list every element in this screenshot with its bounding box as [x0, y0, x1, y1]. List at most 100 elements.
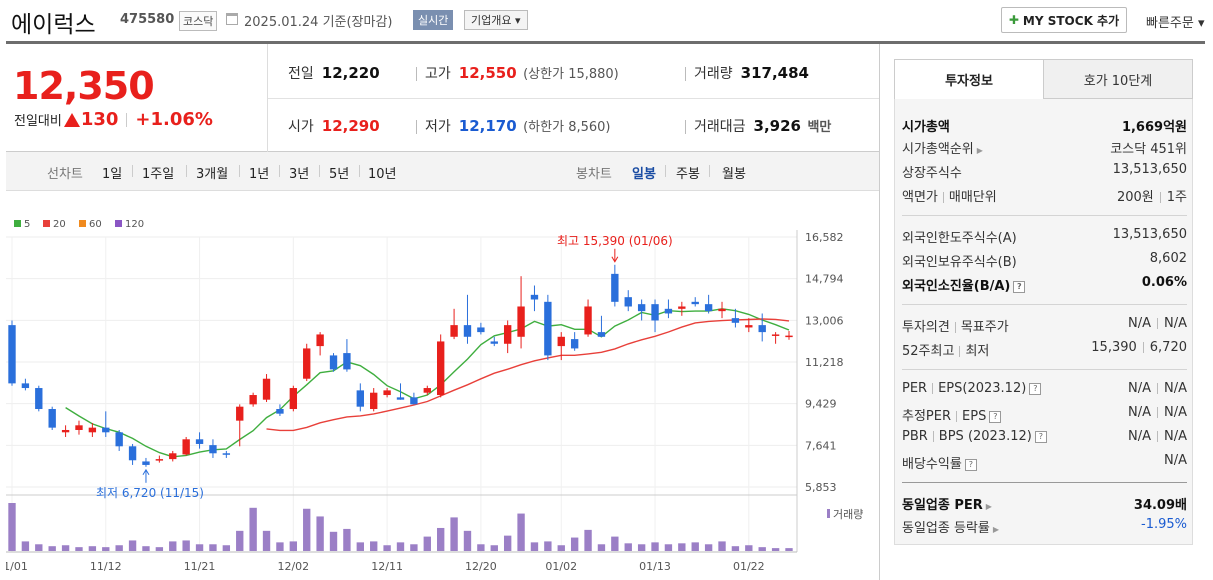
candle-body	[597, 332, 606, 337]
foreign-hold-value: 8,602	[1149, 251, 1187, 266]
volume-bar	[637, 544, 646, 551]
listed-shares-row: 상장주식수 13,513,650	[902, 162, 1187, 182]
change-separator	[126, 112, 128, 127]
open-value: 12,290	[321, 117, 380, 135]
volume-bar	[182, 540, 190, 551]
candle-body	[262, 378, 271, 400]
period-daily[interactable]: 일봉	[632, 167, 656, 182]
help-icon[interactable]: ?	[1013, 280, 1026, 293]
volume-bar	[517, 513, 525, 551]
candle-body	[35, 388, 43, 410]
volume-bar	[276, 542, 284, 551]
per-value: N/A	[1128, 381, 1151, 396]
section-divider	[902, 369, 1187, 370]
foreign-ratio-row: 외국인소진율(B/A)? 0.06%	[902, 275, 1187, 295]
tab-order-book[interactable]: 호가 10단계	[1043, 59, 1193, 99]
candle-body	[731, 318, 740, 323]
volume-bar	[597, 544, 606, 551]
candle-body	[383, 390, 391, 396]
volume-bar	[557, 545, 565, 551]
volume-bar	[236, 530, 244, 551]
prev-close-value: 12,220	[321, 64, 380, 82]
candle-body	[624, 297, 632, 307]
period-separator	[186, 165, 187, 177]
legend-label: 60	[89, 219, 102, 230]
legend-label: 20	[53, 219, 66, 230]
quick-order-dropdown[interactable]: 빠른주문 ▾	[1146, 16, 1205, 31]
candle-body	[61, 429, 70, 433]
volume-bar	[383, 545, 391, 551]
foreign-limit-row: 외국인한도주식수(A) 13,513,650	[902, 227, 1187, 247]
period-10y[interactable]: 10년	[368, 167, 397, 182]
candle-body	[678, 306, 686, 309]
volume-bar	[35, 544, 43, 551]
industry-per-row: 동일업종 PER ▶ 34.09배	[902, 494, 1187, 514]
volume-bar	[102, 547, 110, 551]
per-label: PER	[902, 381, 928, 396]
candle-body	[785, 335, 793, 338]
volume-bar	[691, 542, 699, 551]
candle-body	[21, 383, 30, 389]
market-cap-value: 1,669억원	[1121, 120, 1187, 135]
candle-body	[236, 406, 244, 421]
candle-body	[88, 427, 97, 433]
cell-separator	[416, 67, 417, 81]
dividend-label: 배당수익률	[902, 457, 962, 472]
high-cell: 고가 12,550 (상한가 15,880)	[416, 63, 619, 83]
candle-body	[463, 325, 472, 337]
market-cap-rank-label[interactable]: 시가총액순위	[902, 142, 974, 157]
candle-body	[664, 308, 673, 314]
industry-rate-label[interactable]: 동일업종 등락률	[902, 521, 990, 536]
period-1y[interactable]: 1년	[249, 167, 270, 182]
period-1d[interactable]: 1일	[102, 167, 123, 182]
volume-bar	[155, 547, 164, 551]
week52-high-label: 52주최고	[902, 344, 955, 359]
week52-low-label: 최저	[965, 344, 990, 359]
par-value-value: 200원	[1116, 190, 1154, 205]
volume-bar	[785, 548, 793, 551]
company-overview-dropdown[interactable]: 기업개요 ▾	[464, 10, 528, 30]
foreign-ratio-label: 외국인소진율(B/A)	[902, 279, 1011, 294]
realtime-button[interactable]: 실시간	[413, 10, 454, 30]
info-body: 시가총액 1,669억원 시가총액순위 ▶ 코스닥 451위 상장주식수 13,5…	[894, 99, 1193, 545]
volume-bar	[142, 546, 150, 551]
candle-body	[356, 390, 364, 407]
low-label: 저가	[425, 119, 451, 135]
volume-value: 317,484	[740, 64, 809, 82]
volume-bar	[450, 517, 458, 551]
candle-body	[128, 446, 137, 461]
stock-chart[interactable]: 5 20 60 120 16,582 14,794 13,006 11,218 9,429 7,6…	[6, 210, 880, 580]
candle-body	[611, 273, 619, 302]
period-5y[interactable]: 5년	[329, 167, 350, 182]
volume-bar	[477, 544, 485, 551]
help-icon[interactable]: ?	[1034, 430, 1047, 443]
period-1w[interactable]: 1주일	[142, 167, 175, 182]
candle-body	[437, 341, 445, 396]
industry-per-label[interactable]: 동일업종 PER	[902, 498, 983, 513]
help-icon[interactable]: ?	[989, 410, 1002, 423]
tab-investment-info[interactable]: 투자정보	[894, 59, 1044, 99]
period-weekly[interactable]: 주봉	[676, 167, 700, 182]
help-icon[interactable]: ?	[964, 458, 977, 471]
candle-body	[410, 397, 418, 405]
industry-per-value: 34.09배	[1133, 498, 1187, 513]
period-3m[interactable]: 3개월	[196, 167, 229, 182]
volume-cell: 거래량 317,484	[685, 63, 809, 83]
pbr-value: N/A	[1128, 429, 1151, 444]
volume-bar	[303, 508, 311, 551]
period-monthly[interactable]: 월봉	[722, 167, 746, 182]
help-icon[interactable]: ?	[1029, 382, 1042, 395]
candle-body	[758, 325, 766, 333]
candle-body	[490, 341, 498, 344]
target-price-label: 목표주가	[960, 320, 1009, 335]
candle-body	[343, 353, 351, 370]
volume-label: 거래량	[833, 508, 863, 521]
candle-body	[691, 301, 699, 305]
add-mystock-button[interactable]: ✚ MY STOCK 추가	[1001, 7, 1127, 33]
period-3y[interactable]: 3년	[289, 167, 310, 182]
x-tick-label: 11/21	[184, 560, 216, 573]
industry-rate-value: -1.95%	[1141, 517, 1187, 532]
price-divider	[267, 44, 268, 152]
high-arrow-icon	[611, 256, 619, 263]
section-divider	[902, 304, 1187, 305]
